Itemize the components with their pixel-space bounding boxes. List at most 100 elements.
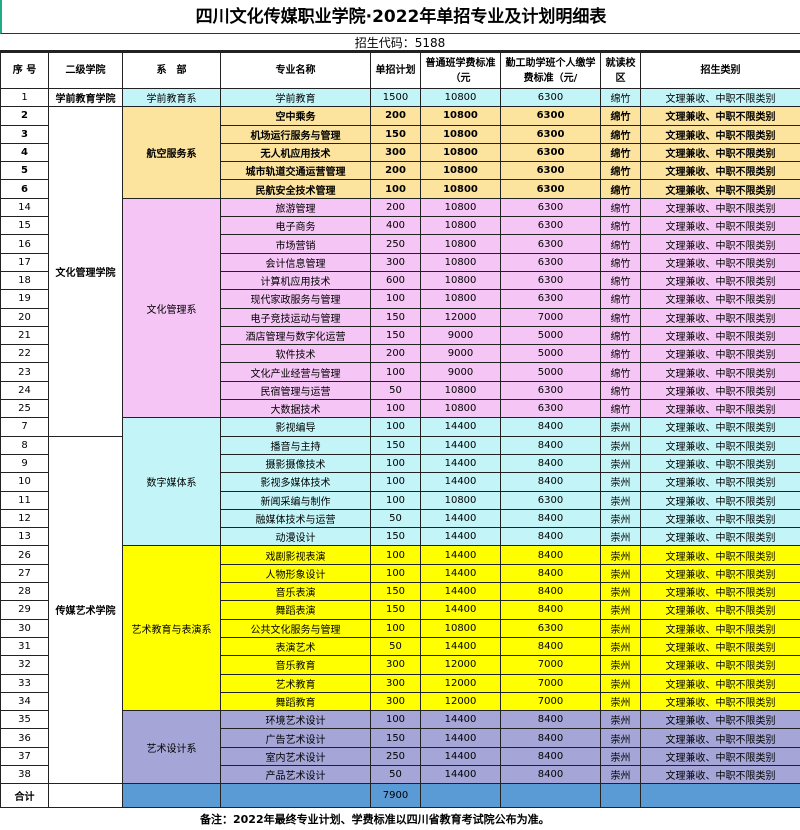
category-cell: 文理兼收、中职不限类别	[640, 124, 800, 144]
col-workstudy-tuition: 勤工助学班个人缴学费标准（元/	[500, 52, 601, 89]
campus-cell: 绵竹	[600, 179, 641, 199]
plan-cell: 1500	[370, 87, 421, 108]
majors-table: 序 号 二级学院 系 部 专业名称 单招计划 普通班学费标准（元 勤工助学班个人…	[0, 52, 800, 809]
workstudy-tuition-cell: 6300	[500, 197, 601, 218]
workstudy-tuition-cell: 8400	[500, 527, 601, 547]
category-cell: 文理兼收、中职不限类别	[640, 508, 800, 529]
seq-cell: 2	[0, 106, 49, 126]
major-cell: 大数据技术	[220, 399, 371, 419]
seq-cell: 16	[0, 234, 49, 254]
plan-cell: 50	[370, 764, 421, 785]
seq-cell: 5	[0, 161, 49, 181]
campus-cell: 崇州	[600, 655, 641, 675]
workstudy-tuition-cell: 6300	[500, 179, 601, 199]
major-cell: 动漫设计	[220, 527, 371, 547]
campus-cell: 崇州	[600, 472, 641, 492]
campus-cell: 绵竹	[600, 270, 641, 291]
workstudy-tuition-cell: 8400	[500, 600, 601, 620]
category-cell: 文理兼收、中职不限类别	[640, 197, 800, 218]
category-cell: 文理兼收、中职不限类别	[640, 216, 800, 236]
tuition-cell: 9000	[420, 344, 501, 364]
category-cell: 文理兼收、中职不限类别	[640, 325, 800, 346]
col-major: 专业名称	[220, 52, 371, 89]
category-cell: 文理兼收、中职不限类别	[640, 472, 800, 492]
seq-cell: 32	[0, 655, 49, 675]
campus-cell: 绵竹	[600, 344, 641, 364]
seq-cell: 17	[0, 252, 49, 272]
plan-cell: 100	[370, 399, 421, 419]
workstudy-tuition-cell: 8400	[500, 435, 601, 455]
table-row: 1 学前教育学院 学前教育系 学前教育 1500 10800 6300 绵竹 文理兼收、中职不限…	[0, 87, 800, 108]
workstudy-tuition-cell: 6300	[500, 106, 601, 126]
workstudy-tuition-cell: 6300	[500, 490, 601, 510]
campus-cell: 崇州	[600, 728, 641, 748]
total-plan: 7900	[370, 783, 421, 809]
tuition-cell: 10800	[420, 124, 501, 144]
plan-cell: 300	[370, 252, 421, 272]
workstudy-tuition-cell: 8400	[500, 636, 601, 657]
plan-cell: 50	[370, 380, 421, 401]
plan-cell: 150	[370, 728, 421, 748]
category-cell: 文理兼收、中职不限类别	[640, 307, 800, 327]
category-cell: 文理兼收、中职不限类别	[640, 252, 800, 272]
table-row: 19 现代家政服务与管理 100 10800 6300 绵竹 文理兼收、中职不限类别	[0, 289, 800, 309]
plan-cell: 300	[370, 655, 421, 675]
campus-cell: 崇州	[600, 435, 641, 455]
workstudy-tuition-cell: 7000	[500, 673, 601, 693]
tuition-cell: 10800	[420, 380, 501, 401]
major-cell: 现代家政服务与管理	[220, 289, 371, 309]
plan-cell: 150	[370, 307, 421, 327]
major-cell: 影视编导	[220, 417, 371, 437]
major-cell: 舞蹈教育	[220, 691, 371, 712]
seq-cell: 37	[0, 746, 49, 766]
workstudy-tuition-cell: 7000	[500, 655, 601, 675]
plan-cell: 100	[370, 179, 421, 199]
major-cell: 民宿管理与运营	[220, 380, 371, 401]
tuition-cell: 10800	[420, 106, 501, 126]
tuition-cell: 10800	[420, 399, 501, 419]
workstudy-tuition-cell: 8400	[500, 582, 601, 602]
college-cell: 文化管理学院	[48, 106, 123, 437]
campus-cell: 崇州	[600, 417, 641, 437]
col-seq: 序 号	[0, 52, 49, 89]
category-cell: 文理兼收、中职不限类别	[640, 179, 800, 199]
table-row: 24 民宿管理与运营 50 10800 6300 绵竹 文理兼收、中职不限类别	[0, 380, 800, 401]
tuition-cell: 10800	[420, 142, 501, 163]
seq-cell: 18	[0, 270, 49, 291]
workstudy-tuition-cell: 6300	[500, 399, 601, 419]
plan-cell: 300	[370, 673, 421, 693]
category-cell: 文理兼收、中职不限类别	[640, 527, 800, 547]
category-cell: 文理兼收、中职不限类别	[640, 710, 800, 730]
major-cell: 城市轨道交通运营管理	[220, 161, 371, 181]
tuition-cell: 14400	[420, 435, 501, 455]
table-row: 2 文化管理学院 航空服务系 空中乘务 200 10800 6300 绵竹 文理兼收、中职不限类…	[0, 106, 800, 437]
seq-cell: 24	[0, 380, 49, 401]
major-cell: 摄影摄像技术	[220, 453, 371, 474]
workstudy-tuition-cell: 6300	[500, 234, 601, 254]
seq-cell: 36	[0, 728, 49, 748]
header-row: 序 号 二级学院 系 部 专业名称 单招计划 普通班学费标准（元 勤工助学班个人…	[0, 52, 800, 89]
category-cell: 文理兼收、中职不限类别	[640, 636, 800, 657]
workstudy-tuition-cell: 6300	[500, 270, 601, 291]
table-row: 16 市场营销 250 10800 6300 绵竹 文理兼收、中职不限类别	[0, 234, 800, 254]
seq-cell: 34	[0, 691, 49, 712]
col-campus: 就读校区	[600, 52, 641, 89]
category-cell: 文理兼收、中职不限类别	[640, 655, 800, 675]
workstudy-tuition-cell: 8400	[500, 417, 601, 437]
table-row: 21 酒店管理与数字化运营 150 9000 5000 绵竹 文理兼收、中职不限类别	[0, 325, 800, 346]
tuition-cell: 10800	[420, 270, 501, 291]
major-cell: 新闻采编与制作	[220, 490, 371, 510]
workstudy-tuition-cell: 8400	[500, 453, 601, 474]
plan-cell: 100	[370, 417, 421, 437]
tuition-cell: 10800	[420, 234, 501, 254]
category-cell: 文理兼收、中职不限类别	[640, 344, 800, 364]
category-cell: 文理兼收、中职不限类别	[640, 618, 800, 638]
major-cell: 软件技术	[220, 344, 371, 364]
table-row: 11 新闻采编与制作 100 10800 6300 崇州 文理兼收、中职不限类别	[0, 490, 800, 510]
seq-cell: 8	[0, 435, 49, 455]
plan-cell: 100	[370, 545, 421, 565]
seq-cell: 29	[0, 600, 49, 620]
major-cell: 文化产业经营与管理	[220, 362, 371, 382]
tuition-cell: 10800	[420, 490, 501, 510]
department-cell: 学前教育系	[122, 87, 221, 108]
